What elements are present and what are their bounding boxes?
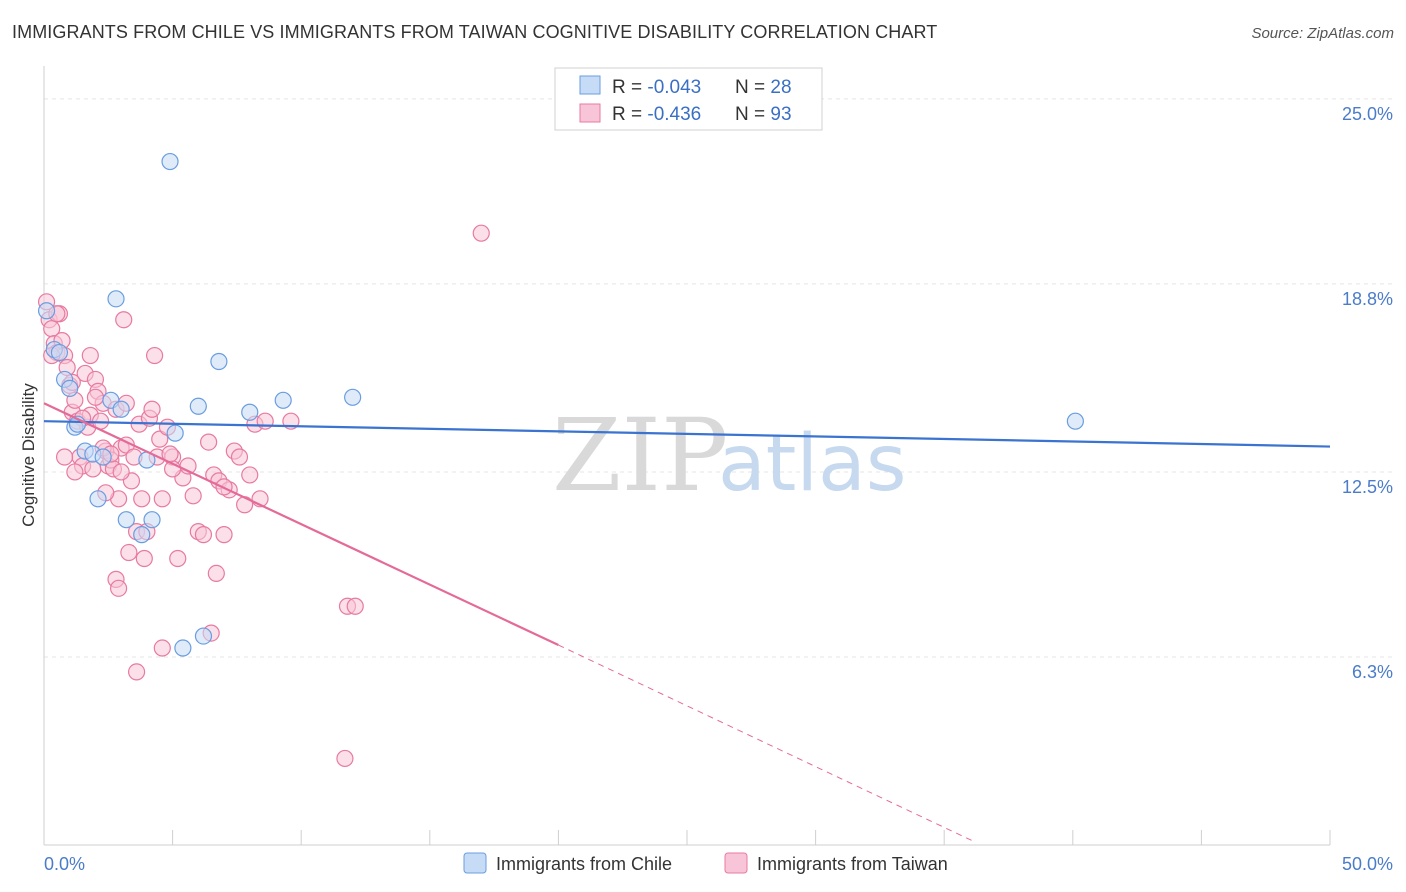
series-legend-swatch-taiwan	[724, 852, 748, 874]
taiwan-point-74	[109, 579, 128, 597]
taiwan-trend-line	[43, 402, 559, 647]
x-tick-label-1: 50.0%	[1342, 854, 1393, 874]
taiwan-point-37	[133, 490, 151, 508]
taiwan-point-56	[215, 526, 233, 544]
watermark-zip: ZIP	[552, 397, 728, 514]
chile-point-23	[274, 391, 292, 409]
x-tick-labels: 0.0% 50.0%	[44, 854, 1393, 874]
taiwan-point-68	[336, 749, 354, 768]
y-tick-label-0: 6.3%	[1352, 662, 1393, 682]
taiwan-r-value: -0.436	[647, 104, 701, 125]
taiwan-point-53	[200, 433, 218, 451]
chile-point-11	[107, 290, 125, 308]
taiwan-points	[37, 224, 490, 768]
y-axis-title: Cognitive Disability	[19, 383, 38, 527]
legend-swatch-chile	[579, 75, 601, 95]
series-legend-swatch-chile	[463, 852, 487, 874]
taiwan-n-value: 93	[770, 104, 791, 125]
taiwan-trend-extension	[558, 644, 976, 843]
taiwan-point-44	[153, 490, 171, 508]
chile-point-22	[241, 403, 259, 421]
y-tick-label-3: 25.0%	[1342, 104, 1393, 124]
chile-point-9	[89, 490, 107, 508]
chile-point-4	[61, 379, 79, 397]
taiwan-point-75	[207, 564, 225, 583]
series-legend-label-taiwan: Immigrants from Taiwan	[757, 854, 948, 874]
taiwan-point-67	[346, 597, 364, 615]
taiwan-point-50	[184, 487, 202, 505]
taiwan-point-78	[81, 346, 99, 365]
taiwan-point-52	[194, 526, 213, 544]
chile-point-12	[112, 400, 130, 418]
chile-point-19	[189, 397, 207, 415]
taiwan-point-69	[472, 224, 490, 242]
chile-n-value: 28	[770, 77, 791, 98]
chile-trend-line	[43, 420, 1331, 448]
chart-title: IMMIGRANTS FROM CHILE VS IMMIGRANTS FROM…	[12, 22, 938, 42]
chile-point-0	[37, 302, 56, 320]
svg-text:N = 28: N = 28	[735, 77, 792, 98]
svg-text:R = -0.436: R = -0.436	[612, 104, 701, 125]
taiwan-point-59	[230, 448, 249, 466]
chile-point-18	[174, 639, 192, 657]
chile-point-21	[210, 352, 228, 371]
y-tick-label-2: 18.8%	[1342, 289, 1393, 309]
watermark: ZIP atlas	[552, 397, 907, 514]
svg-text:N = 93: N = 93	[735, 104, 792, 125]
chile-point-16	[161, 152, 179, 171]
chile-point-25	[1066, 412, 1084, 430]
svg-text:R = -0.043: R = -0.043	[612, 77, 701, 98]
stats-legend: R = -0.043 N = 28 R = -0.436 N = 93	[554, 67, 823, 131]
taiwan-point-84	[143, 400, 161, 418]
taiwan-point-71	[153, 639, 171, 657]
trend-lines	[43, 402, 1331, 843]
watermark-atlas: atlas	[718, 419, 907, 509]
chile-point-2	[50, 343, 69, 362]
y-tick-labels: 6.3% 12.5% 18.8% 25.0%	[1342, 104, 1393, 682]
chile-point-17	[166, 424, 184, 442]
taiwan-point-88	[86, 388, 105, 406]
chile-r-label: R =	[612, 77, 647, 98]
taiwan-point-41	[145, 346, 164, 365]
taiwan-point-80	[55, 448, 74, 466]
grid-lines	[44, 98, 1392, 658]
series-legend: Immigrants from Chile Immigrants from Ta…	[463, 852, 948, 874]
chile-point-20	[194, 627, 213, 645]
chile-point-15	[143, 511, 161, 529]
taiwan-point-30	[115, 311, 133, 329]
taiwan-point-64	[256, 412, 274, 430]
chile-point-13	[117, 511, 135, 529]
legend-swatch-taiwan	[579, 103, 601, 123]
taiwan-point-87	[66, 463, 84, 481]
taiwan-n-label: N =	[735, 104, 770, 125]
chile-point-14	[133, 526, 151, 544]
chile-n-label: N =	[735, 77, 770, 98]
series-legend-label-chile: Immigrants from Chile	[496, 854, 672, 874]
taiwan-point-32	[120, 543, 138, 562]
y-tick-label-1: 12.5%	[1342, 477, 1393, 497]
chile-points	[37, 152, 1084, 657]
x-tick-label-0: 0.0%	[44, 854, 85, 874]
taiwan-point-90	[112, 463, 130, 481]
chile-r-value: -0.043	[647, 77, 701, 98]
taiwan-point-70	[127, 663, 146, 681]
taiwan-point-43	[151, 430, 169, 448]
taiwan-point-61	[241, 466, 259, 484]
source-credit: Source: ZipAtlas.com	[1251, 25, 1394, 42]
taiwan-r-label: R =	[612, 104, 647, 125]
taiwan-point-47	[169, 549, 187, 568]
taiwan-point-38	[135, 549, 153, 568]
axes	[43, 66, 1331, 846]
chile-point-24	[344, 388, 362, 406]
chile-point-26	[94, 448, 112, 466]
